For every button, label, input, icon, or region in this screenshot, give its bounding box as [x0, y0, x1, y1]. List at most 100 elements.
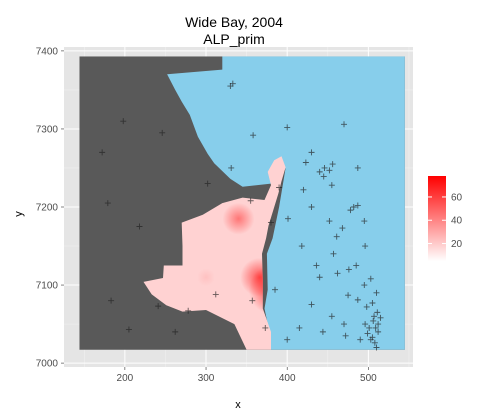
polling-booth-marker [341, 321, 348, 328]
legend: 20 40 60 [428, 176, 463, 261]
polling-booth-marker [354, 164, 361, 171]
polling-booth-marker [372, 324, 379, 331]
polling-booth-marker [316, 168, 323, 175]
polling-booth-marker [363, 303, 370, 310]
polling-booth-marker [155, 303, 162, 310]
polling-booth-marker [347, 207, 354, 214]
polling-booth-marker [361, 218, 368, 225]
y-tick-label: 7400 [36, 46, 59, 57]
polling-booth-marker [371, 339, 378, 346]
polling-booth-marker [364, 330, 371, 337]
polling-booth-marker [369, 300, 376, 306]
polling-booth-marker [316, 274, 323, 281]
polling-booth-marker [357, 336, 364, 343]
polling-booth-marker [313, 262, 320, 269]
polling-booth-marker [341, 121, 348, 128]
polling-booth-marker [298, 243, 305, 250]
polling-booth-marker [345, 292, 352, 299]
x-tick-label: 400 [279, 373, 296, 384]
legend-ticks: 20 40 60 [428, 192, 463, 250]
sea-cells [167, 56, 405, 350]
polling-booth-marker [204, 180, 211, 187]
polling-booth-marker [362, 321, 369, 328]
polling-booth-marker [276, 184, 283, 191]
polling-booth-marker [247, 197, 254, 204]
legend-tick-label: 60 [451, 192, 463, 203]
polling-booth-marker [369, 334, 376, 341]
y-tick-label: 7200 [36, 203, 59, 214]
x-tick-label: 500 [360, 373, 377, 384]
polling-booth-marker [361, 282, 368, 289]
y-tick-label: 7000 [36, 359, 59, 370]
chart-title-line-2: ALP_prim [203, 31, 264, 47]
polling-booth-marker [326, 218, 333, 225]
polling-booth-marker [326, 167, 333, 174]
legend-tick-label: 20 [451, 239, 463, 250]
polling-booth-marker [212, 291, 219, 298]
polling-booth-marker [375, 328, 382, 335]
polling-booth-marker [228, 164, 235, 171]
y-tick-label: 7300 [36, 124, 59, 135]
polling-booth-marker [159, 129, 166, 136]
polling-booth-marker [366, 324, 373, 331]
polling-booth-marker [300, 186, 307, 193]
polling-booth-marker [339, 225, 346, 232]
polling-booth-marker [250, 132, 257, 139]
polling-booth-marker [329, 161, 336, 168]
polling-booth-marker [284, 336, 291, 343]
y-axis-title: y [13, 211, 25, 217]
y-tick-label: 7100 [36, 281, 59, 292]
polling-booth-marker [308, 149, 315, 156]
polling-booth-marker [99, 149, 106, 156]
polling-booth-marker [370, 317, 377, 324]
polling-booth-marker [377, 314, 384, 321]
region-hotspot [222, 202, 255, 235]
polling-booth-marker [328, 182, 335, 189]
polling-booth-marker [320, 173, 327, 180]
x-axis: 200 300 400 500 [117, 367, 377, 384]
polling-booth-marker [267, 219, 274, 226]
polling-booth-marker [371, 313, 378, 320]
polling-booth-marker [328, 313, 335, 320]
legend-colorbar [428, 176, 446, 261]
x-tick-label: 300 [198, 373, 215, 384]
polling-booth-marker [345, 266, 352, 273]
polling-booth-marker [136, 223, 143, 230]
polling-booth-marker [342, 332, 349, 339]
polling-booth-marker [104, 200, 111, 207]
y-axis: 7000 7100 7200 7300 7400 [36, 46, 64, 370]
polling-booth-marker [262, 324, 269, 331]
polling-booth-marker [373, 344, 380, 351]
polling-booth-marker [375, 321, 382, 328]
polling-booth-marker [185, 307, 192, 314]
polling-booth-marker [334, 270, 341, 277]
polling-booth-marker [354, 202, 361, 209]
polling-booth-marker [330, 250, 337, 257]
polling-booth-markers [99, 80, 384, 351]
polling-booth-marker [284, 124, 291, 131]
polling-booth-marker [249, 297, 256, 304]
polling-booth-marker [373, 289, 380, 296]
polling-booth-marker [272, 286, 279, 293]
polling-booth-marker [367, 275, 374, 282]
polling-booth-marker [302, 159, 309, 166]
x-axis-title: x [235, 399, 241, 411]
polling-booth-marker [229, 80, 236, 87]
polling-booth-marker [321, 164, 328, 171]
polling-booth-marker [374, 309, 381, 316]
region-cells [143, 156, 286, 350]
polling-booth-marker [172, 328, 179, 335]
heatmap-layer [79, 56, 405, 350]
polling-booth-marker [353, 262, 360, 269]
polling-booth-marker [308, 301, 315, 308]
polling-booth-marker [120, 118, 127, 125]
x-tick-label: 200 [117, 373, 134, 384]
polling-booth-marker [319, 328, 326, 335]
polling-booth-marker [296, 324, 303, 331]
polling-booth-marker [285, 215, 292, 222]
polling-booth-marker [362, 243, 369, 250]
polling-booth-marker [354, 296, 361, 303]
polling-booth-marker [125, 326, 132, 333]
chart-title-line-1: Wide Bay, 2004 [185, 14, 283, 30]
polling-booth-marker [333, 233, 340, 240]
